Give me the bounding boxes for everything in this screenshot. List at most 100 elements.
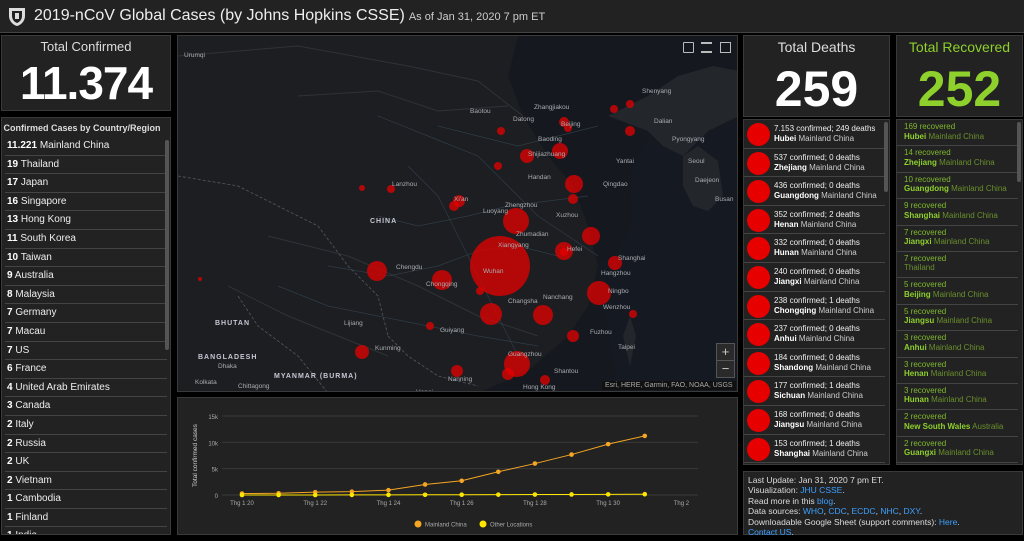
map-canvas[interactable] [178, 36, 738, 392]
country-row[interactable]: 1 India [5, 527, 167, 534]
death-row[interactable]: 332 confirmed; 0 deaths Hunan Mainland Ch… [744, 234, 885, 263]
country-row[interactable]: 7 Macau [5, 323, 167, 342]
deaths-list-scrollbar[interactable] [884, 122, 888, 192]
death-row[interactable]: 153 confirmed; 1 deaths Shanghai Mainland… [744, 435, 885, 464]
info-panel: Last Update: Jan 31, 2020 7 pm ET. Visua… [743, 471, 1023, 538]
bubble-jiangxi[interactable] [533, 305, 553, 325]
map-label: Beijing [561, 121, 581, 128]
country-row[interactable]: 2 UK [5, 453, 167, 472]
recovered-region: Shanghai [904, 210, 941, 220]
country-row[interactable]: 2 Italy [5, 416, 167, 435]
bubble-shandong[interactable] [565, 175, 583, 193]
death-row[interactable]: 7.153 confirmed; 249 deaths Hubei Mainlan… [744, 120, 885, 149]
recovered-country: Mainland China [939, 157, 995, 167]
map-label: Chittagong [238, 383, 270, 390]
source-link[interactable]: CDC [828, 506, 847, 517]
bubble-hunan[interactable] [480, 303, 502, 325]
recovered-row[interactable]: 169 recovered Hubei Mainland China [897, 120, 1018, 147]
country-name: South Korea [20, 232, 76, 244]
country-row[interactable]: 17 Japan [5, 174, 167, 193]
recovered-row[interactable]: 2 recovered New South Wales Australia [897, 410, 1018, 437]
country-row[interactable]: 6 France [5, 360, 167, 379]
country-row[interactable]: 2 Vietnam [5, 472, 167, 491]
bubble-sichuan[interactable] [367, 261, 387, 281]
bubble-hubei[interactable] [470, 236, 530, 296]
contact-us-link[interactable]: Contact US [748, 527, 792, 538]
recovered-row[interactable]: 7 recovered Jiangxi Mainland China [897, 226, 1018, 252]
country-count: 8 [7, 288, 13, 300]
country-name: Cambodia [15, 493, 61, 505]
source-link[interactable]: ECDC [851, 506, 876, 517]
country-row[interactable]: 8 Malaysia [5, 286, 167, 305]
bubble-jiangsu[interactable] [582, 227, 600, 245]
list-icon[interactable] [701, 42, 712, 53]
country-name: Thailand [20, 158, 60, 170]
country-row[interactable]: 11 South Korea [5, 230, 167, 249]
country-row[interactable]: 10 Taiwan [5, 249, 167, 268]
blog-link[interactable]: blog [816, 495, 834, 506]
death-row[interactable]: 238 confirmed; 1 deaths Chongqing Mainlan… [744, 292, 885, 321]
recovered-row[interactable]: 7 recovered Thailand [897, 252, 1018, 279]
zoom-in-button[interactable]: + [716, 343, 735, 361]
country-count: 19 [7, 158, 19, 170]
recovered-list-scrollbar[interactable] [1017, 122, 1021, 182]
bubble-beijing[interactable] [552, 143, 568, 159]
death-row[interactable]: 184 confirmed; 0 deaths Shandong Mainland… [744, 349, 885, 378]
map-view[interactable]: Urumqi Baotou Datong Beijing Zhangjiakou Baod… [177, 35, 738, 392]
recovered-row[interactable]: 3 recovered Henan Mainland China [897, 358, 1018, 384]
zoom-out-button[interactable]: − [716, 360, 735, 378]
recovered-row[interactable]: 10 recovered Guangdong Mainland China [897, 173, 1018, 200]
source-link[interactable]: DXY [903, 506, 920, 517]
country-row[interactable]: 1 Cambodia [5, 490, 167, 509]
bubble-zhejiang[interactable] [587, 281, 611, 305]
death-row[interactable]: 237 confirmed; 0 deaths Anhui Mainland Ch… [744, 320, 885, 349]
country-row[interactable]: 2 Russia [5, 435, 167, 454]
country-row[interactable]: 16 Singapore [5, 193, 167, 212]
country-row[interactable]: 4 United Arab Emirates [5, 379, 167, 398]
country-row[interactable]: 3 Canada [5, 397, 167, 416]
jhu-csse-link[interactable]: JHU CSSE [800, 485, 843, 496]
bubble-shanghai[interactable] [608, 256, 622, 270]
total-deaths-value: 259 [774, 61, 859, 117]
country-row[interactable]: 7 Germany [5, 304, 167, 323]
country-row[interactable]: 7 US [5, 342, 167, 361]
death-row[interactable]: 168 confirmed; 0 deaths Jiangsu Mainland … [744, 406, 885, 435]
recovered-region: Hunan [904, 395, 929, 405]
total-deaths-label: Total Deaths [777, 39, 856, 55]
country-row[interactable]: 19 Thailand [5, 156, 167, 175]
country-list-scrollbar[interactable] [165, 140, 169, 350]
deaths-list-panel[interactable]: 7.153 confirmed; 249 deaths Hubei Mainlan… [743, 119, 890, 465]
google-sheet-link[interactable]: Here [938, 516, 958, 527]
recovered-row[interactable]: 3 recovered Anhui Mainland China [897, 331, 1018, 358]
source-link[interactable]: NHC [880, 506, 899, 517]
grid-icon[interactable] [720, 42, 731, 53]
country-row[interactable]: 11.221 Mainland China [5, 137, 167, 156]
death-row[interactable]: 537 confirmed; 0 deaths Zhejiang Mainland… [744, 149, 885, 178]
death-row[interactable]: 352 confirmed; 2 deaths Henan Mainland Ch… [744, 206, 885, 235]
separator: , [823, 506, 829, 517]
recovered-row[interactable]: 5 recovered Beijing Mainland China [897, 278, 1018, 305]
recovered-row[interactable]: 3 recovered Hunan Mainland China [897, 384, 1018, 411]
bubble-henan[interactable] [503, 208, 529, 234]
death-row[interactable]: 177 confirmed; 1 deaths Sichuan Mainland … [744, 377, 885, 406]
recovered-stats: 2 recovered [904, 438, 947, 448]
recovered-row[interactable]: 14 recovered Zhejiang Mainland China [897, 146, 1018, 173]
bubble-hebei[interactable] [520, 149, 534, 163]
country-row[interactable]: 1 Finland [5, 509, 167, 528]
country-row[interactable]: 13 Hong Kong [5, 211, 167, 230]
country-row[interactable]: 9 Australia [5, 267, 167, 286]
source-link[interactable]: WHO [802, 506, 824, 517]
recovered-row[interactable]: 2 recovered Guangxi Mainland China [897, 437, 1018, 464]
country-name: Vietnam [15, 474, 52, 486]
bookmark-icon[interactable] [683, 42, 694, 53]
recovered-country: Mainland China [936, 316, 993, 326]
recovered-row[interactable]: 9 recovered Shanghai Mainland China [897, 199, 1018, 226]
death-row[interactable]: 436 confirmed; 0 deaths Guangdong Mainlan… [744, 177, 885, 206]
bubble-chongqing[interactable] [432, 270, 452, 290]
country-list[interactable]: 11.221 Mainland China 19 Thailand 17 Japan… [5, 137, 167, 534]
death-row[interactable]: 240 confirmed; 0 deaths Jiangxi Mainland … [744, 263, 885, 292]
recovered-row[interactable]: 5 recovered Jiangsu Mainland China [897, 305, 1018, 332]
data-point [349, 489, 355, 494]
map-label: Lijiang [344, 320, 363, 327]
recovered-list-panel[interactable]: 169 recovered Hubei Mainland China 14 reco… [896, 119, 1023, 465]
